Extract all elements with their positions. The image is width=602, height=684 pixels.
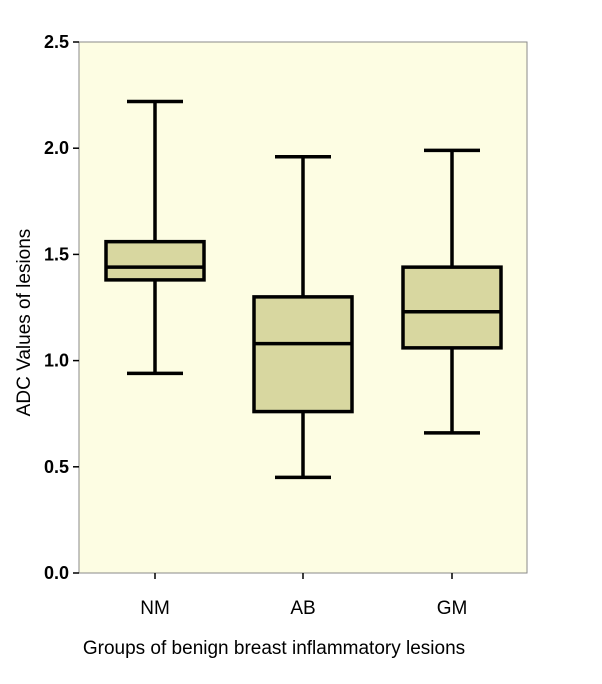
y-tick-label: 0.0 [44, 563, 69, 583]
y-tick-label: 1.5 [44, 244, 69, 264]
y-tick-label: 0.5 [44, 457, 69, 477]
box-series [104, 99, 503, 480]
y-axis-ticks: 0.0 0.5 1.0 1.5 2.0 2.5 [44, 32, 79, 583]
y-tick-label: 2.5 [44, 32, 69, 52]
y-tick-label: 2.0 [44, 138, 69, 158]
iqr-box [104, 239, 206, 282]
y-axis-title: ADC Values of lesions [14, 229, 35, 417]
y-tick-label: 1.0 [44, 351, 69, 371]
x-tick-label: GM [437, 598, 468, 619]
box-nm [104, 99, 206, 376]
x-axis-tick-labels: NM AB GM [140, 573, 467, 619]
iqr-box [252, 295, 354, 414]
x-axis-title: Groups of benign breast inflammatory les… [83, 638, 465, 659]
iqr-box [401, 265, 503, 350]
x-tick-label: AB [290, 598, 315, 619]
x-tick-label: NM [140, 598, 170, 619]
box-ab [252, 154, 354, 480]
box-gm [401, 148, 503, 435]
